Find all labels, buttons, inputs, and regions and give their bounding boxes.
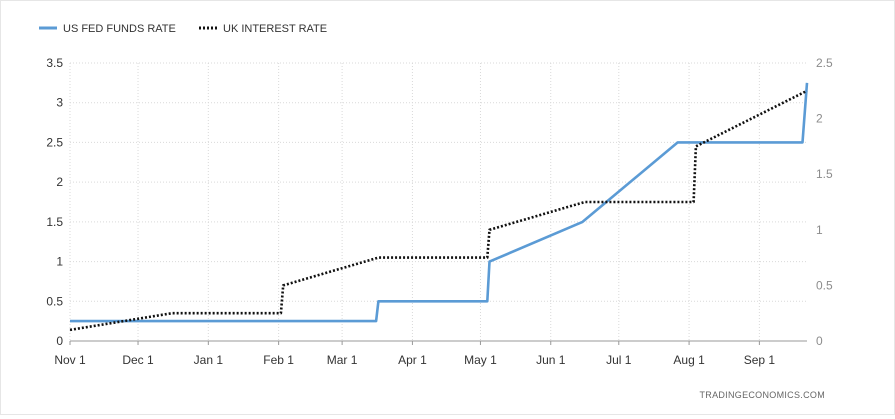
y-right-tick-label: 0	[816, 334, 823, 348]
y-left-tick-label: 2.5	[46, 135, 63, 149]
y-right-tick-label: 0.5	[816, 278, 833, 292]
y-right-tick-label: 1	[816, 223, 823, 237]
series-line-us-fed-funds-rate	[70, 82, 809, 323]
x-tick-label: Jun 1	[536, 353, 566, 367]
series-line-uk-interest-rate	[69, 89, 808, 332]
y-left-tick-label: 2	[56, 175, 63, 189]
x-tick-label: Aug 1	[673, 353, 705, 367]
x-tick-label: Dec 1	[122, 353, 154, 367]
y-left-tick-label: 3.5	[46, 56, 63, 70]
y-left-tick-label: 0	[56, 334, 63, 348]
legend-label-us: US FED FUNDS RATE	[63, 23, 176, 35]
y-axis-left: 0 0.5 1 1.5 2 2.5 3 3.5	[46, 56, 63, 348]
x-tick-label: Jul 1	[606, 353, 632, 367]
x-tick-label: Sep 1	[744, 353, 776, 367]
x-axis: Nov 1 Dec 1 Jan 1 Feb 1 Mar 1 Apr 1 May 1 Jun 1…	[54, 340, 807, 367]
series-group	[69, 82, 809, 332]
legend: US FED FUNDS RATE UK INTEREST RATE	[39, 23, 327, 35]
y-left-tick-label: 1.5	[46, 215, 63, 229]
source-credit: TRADINGECONOMICS.COM	[699, 390, 825, 400]
y-left-tick-label: 0.5	[46, 294, 63, 308]
y-axis-right: 0 0.5 1 1.5 2 2.5	[816, 56, 833, 348]
x-tick-label: Jan 1	[194, 353, 224, 367]
grid	[69, 62, 807, 342]
y-right-tick-label: 2.5	[816, 56, 833, 70]
y-right-tick-label: 2	[816, 112, 823, 126]
x-tick-label: Apr 1	[398, 353, 427, 367]
x-tick-label: Nov 1	[54, 353, 86, 367]
y-right-tick-label: 1.5	[816, 167, 833, 181]
x-tick-label: Feb 1	[263, 353, 294, 367]
y-left-tick-label: 3	[56, 96, 63, 110]
x-tick-label: May 1	[464, 353, 497, 367]
legend-label-uk: UK INTEREST RATE	[223, 23, 327, 35]
x-tick-label: Mar 1	[327, 353, 358, 367]
y-left-tick-label: 1	[56, 255, 63, 269]
